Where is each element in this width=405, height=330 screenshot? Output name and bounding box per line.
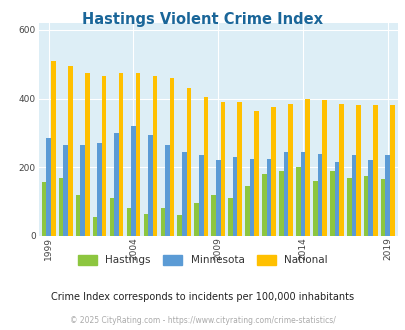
Bar (262, 174, 266, 236)
Bar (186, 88, 191, 236)
Bar (329, 171, 334, 236)
Bar (59, 178, 63, 236)
Bar (300, 152, 305, 236)
Bar (237, 102, 241, 236)
Bar (165, 145, 169, 236)
Bar (97, 143, 102, 236)
Bar (288, 104, 292, 236)
Bar (119, 73, 123, 236)
Bar (271, 107, 275, 236)
Bar (380, 179, 384, 236)
Bar (51, 61, 55, 236)
Bar (254, 111, 258, 236)
Bar (211, 195, 215, 236)
Bar (160, 209, 165, 236)
Bar (322, 100, 326, 236)
Bar (76, 195, 80, 236)
Text: Crime Index corresponds to incidents per 100,000 inhabitants: Crime Index corresponds to incidents per… (51, 292, 354, 302)
Bar (305, 99, 309, 236)
Bar (215, 160, 220, 236)
Bar (181, 152, 186, 236)
Bar (80, 145, 85, 236)
Bar (351, 155, 355, 236)
Bar (228, 198, 232, 236)
Bar (266, 159, 271, 236)
Bar (92, 217, 97, 236)
Bar (203, 97, 208, 236)
Bar (283, 152, 288, 236)
Bar (368, 160, 372, 236)
Bar (85, 73, 89, 236)
Bar (220, 102, 224, 236)
Bar (312, 181, 317, 236)
Bar (384, 155, 389, 236)
Bar (169, 78, 174, 236)
Bar (346, 178, 351, 236)
Bar (279, 171, 283, 236)
Text: Hastings Violent Crime Index: Hastings Violent Crime Index (82, 12, 323, 26)
Bar (126, 209, 131, 236)
Bar (245, 186, 249, 236)
Bar (109, 198, 114, 236)
Bar (42, 182, 46, 236)
Legend: Hastings, Minnesota, National: Hastings, Minnesota, National (74, 251, 331, 270)
Bar (63, 145, 68, 236)
Bar (68, 66, 72, 236)
Bar (194, 203, 198, 236)
Bar (295, 167, 300, 236)
Bar (389, 106, 394, 236)
Bar (148, 135, 152, 236)
Bar (143, 214, 148, 236)
Bar (372, 106, 377, 236)
Bar (46, 138, 51, 236)
Bar (317, 153, 322, 236)
Bar (102, 76, 106, 236)
Bar (334, 162, 338, 236)
Bar (135, 73, 140, 236)
Bar (249, 159, 254, 236)
Bar (177, 215, 181, 236)
Bar (152, 76, 157, 236)
Bar (363, 176, 368, 236)
Bar (131, 126, 135, 236)
Bar (338, 104, 343, 236)
Bar (114, 133, 119, 236)
Bar (198, 155, 203, 236)
Bar (355, 106, 360, 236)
Bar (232, 157, 237, 236)
Text: © 2025 CityRating.com - https://www.cityrating.com/crime-statistics/: © 2025 CityRating.com - https://www.city… (70, 316, 335, 325)
